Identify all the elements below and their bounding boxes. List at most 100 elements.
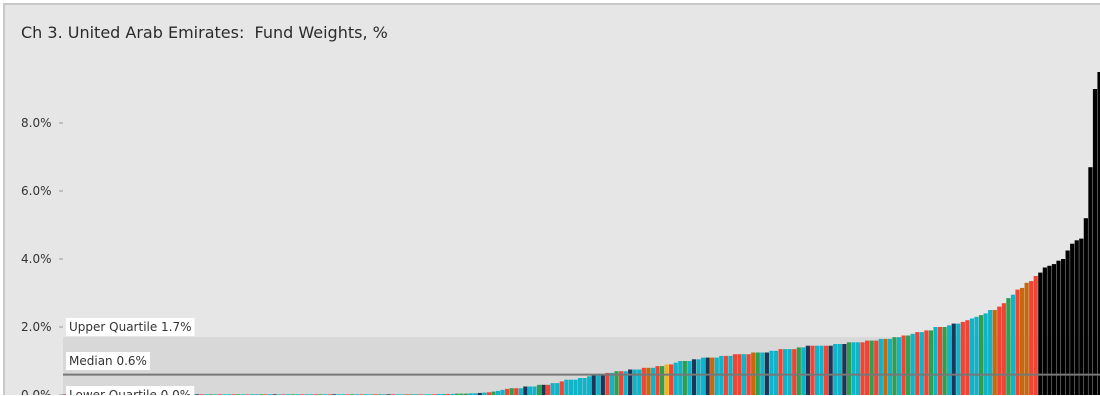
bar-72 <box>386 394 391 395</box>
bar-80 <box>423 394 428 395</box>
bar-51 <box>290 394 296 395</box>
bar-226 <box>1088 167 1093 395</box>
bar-165 <box>810 345 815 395</box>
bar-42 <box>249 394 255 395</box>
bar-206 <box>997 306 1002 395</box>
bar-225 <box>1083 218 1088 395</box>
bar-227 <box>1092 89 1098 395</box>
bar-199 <box>965 320 970 395</box>
y-tick-label: 4.0% <box>21 252 52 266</box>
bar-228 <box>1097 72 1100 395</box>
bar-219 <box>1056 260 1061 395</box>
bar-97 <box>500 389 505 395</box>
bar-222 <box>1070 243 1075 395</box>
chart-panel: Ch 3. United Arab Emirates: Fund Weights… <box>3 3 1100 395</box>
y-tick-label: 2.0% <box>21 320 52 334</box>
bar-86 <box>450 393 455 395</box>
bar-69 <box>372 394 378 395</box>
bar-185 <box>901 335 906 395</box>
bar-164 <box>805 345 810 395</box>
bar-221 <box>1065 250 1070 395</box>
y-tick-label: 0.0% <box>21 388 52 395</box>
bar-39 <box>236 394 241 395</box>
bar-156 <box>769 350 774 395</box>
bar-130 <box>650 367 656 395</box>
bar-208 <box>1006 298 1011 395</box>
bar-76 <box>404 394 409 395</box>
bar-212 <box>1024 282 1029 395</box>
bar-119 <box>600 374 605 395</box>
bar-220 <box>1060 259 1066 395</box>
bar-195 <box>947 325 952 395</box>
bar-49 <box>281 394 286 395</box>
bar-83 <box>436 393 441 395</box>
bar-82 <box>432 394 437 395</box>
bar-177 <box>865 340 870 395</box>
bar-209 <box>1010 294 1016 395</box>
bar-121 <box>609 372 615 395</box>
svg-text:Upper Quartile 1.7%: Upper Quartile 1.7% <box>69 320 192 334</box>
bar-88 <box>459 393 464 395</box>
bar-90 <box>468 393 473 395</box>
bar-99 <box>509 388 514 395</box>
bar-35 <box>217 394 223 395</box>
bar-95 <box>491 391 496 395</box>
bar-144 <box>714 357 719 395</box>
bar-75 <box>400 394 405 395</box>
bar-170 <box>833 344 838 395</box>
bar-181 <box>883 338 888 395</box>
bar-223 <box>1074 240 1079 395</box>
bar-178 <box>869 340 874 395</box>
bar-124 <box>623 371 628 395</box>
svg-text:Median 0.6%: Median 0.6% <box>69 354 147 368</box>
bar-44 <box>258 394 264 395</box>
bar-79 <box>418 394 423 395</box>
bar-114 <box>577 378 583 395</box>
bar-125 <box>628 369 633 395</box>
bar-171 <box>837 344 842 395</box>
bar-100 <box>514 388 519 395</box>
bar-98 <box>505 388 510 395</box>
bar-111 <box>564 379 569 395</box>
bar-190 <box>924 330 929 395</box>
bar-169 <box>828 345 833 395</box>
bar-202 <box>978 315 984 395</box>
bar-47 <box>272 394 277 395</box>
bar-74 <box>395 394 400 395</box>
bar-203 <box>983 313 988 395</box>
bar-87 <box>454 393 460 395</box>
bar-136 <box>678 361 683 395</box>
bar-189 <box>919 332 924 395</box>
bar-191 <box>928 330 934 395</box>
bar-162 <box>796 347 801 395</box>
bar-141 <box>700 357 706 395</box>
bar-32 <box>204 394 209 395</box>
bar-137 <box>682 361 687 395</box>
bar-40 <box>240 394 245 395</box>
bar-66 <box>359 394 364 395</box>
bar-73 <box>391 394 396 395</box>
bar-59 <box>327 394 332 395</box>
bar-173 <box>846 342 851 395</box>
bar-122 <box>614 371 619 395</box>
bar-175 <box>855 342 861 395</box>
bar-138 <box>687 361 692 395</box>
bar-78 <box>413 394 419 395</box>
bar-110 <box>559 381 564 395</box>
bar-101 <box>518 388 523 395</box>
bar-224 <box>1079 238 1084 395</box>
bar-120 <box>605 372 610 395</box>
bar-33 <box>208 394 214 395</box>
bar-205 <box>992 310 997 395</box>
bar-115 <box>582 378 587 395</box>
bar-104 <box>532 386 537 395</box>
bar-179 <box>874 340 879 395</box>
bar-109 <box>555 383 560 395</box>
bar-142 <box>705 357 710 395</box>
bar-186 <box>906 335 911 395</box>
bar-196 <box>951 323 956 395</box>
bar-81 <box>427 394 432 395</box>
bar-67 <box>363 394 368 395</box>
bar-159 <box>783 349 788 395</box>
bar-183 <box>892 337 897 395</box>
